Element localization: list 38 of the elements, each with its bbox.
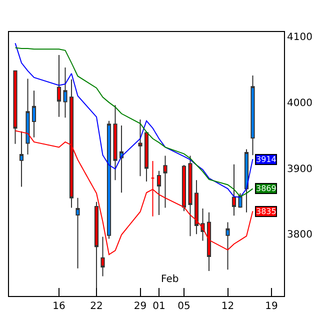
x-tick-label: 12: [221, 301, 234, 312]
candlestick: [200, 208, 205, 242]
candlestick: [76, 197, 80, 269]
y-tick-label: 3800: [287, 230, 312, 241]
candlestick: [250, 74, 255, 156]
candlestick: [19, 130, 24, 188]
candlestick: [144, 130, 149, 182]
candlestick: [163, 155, 168, 208]
candlestick: [150, 160, 155, 217]
annotation: Feb: [161, 274, 179, 285]
data-label: 3914: [256, 155, 276, 164]
y-tick-label: 3900: [287, 164, 312, 175]
data-label: 3869: [256, 184, 276, 193]
x-tick-label: 22: [90, 301, 103, 312]
candlestick: [106, 120, 112, 240]
candlestick: [156, 170, 162, 216]
candlestick: [32, 90, 36, 138]
candlestick: [138, 119, 142, 177]
candlestick: [232, 164, 236, 216]
y-tick-label: 4100: [287, 32, 312, 44]
candlestick: [188, 155, 192, 237]
candlestick: [244, 148, 249, 213]
x-tick-label: 05: [178, 301, 190, 312]
x-tick-label: 01: [152, 301, 166, 312]
candlestick: [182, 164, 186, 212]
y-tick-label: 4000: [287, 98, 312, 109]
candlestick: [226, 222, 230, 270]
candlestick: [119, 124, 124, 194]
x-tick-label: 16: [52, 301, 66, 312]
candlestick: [238, 192, 242, 208]
x-tick-label: 19: [265, 301, 278, 312]
x-tick-label: 29: [134, 301, 147, 312]
candlestick: [113, 104, 118, 181]
data-label: 3835: [256, 207, 276, 216]
candlestick: [56, 54, 62, 118]
candlestick: [26, 78, 30, 155]
candlestick: [63, 67, 68, 118]
candlestick: [194, 180, 199, 235]
